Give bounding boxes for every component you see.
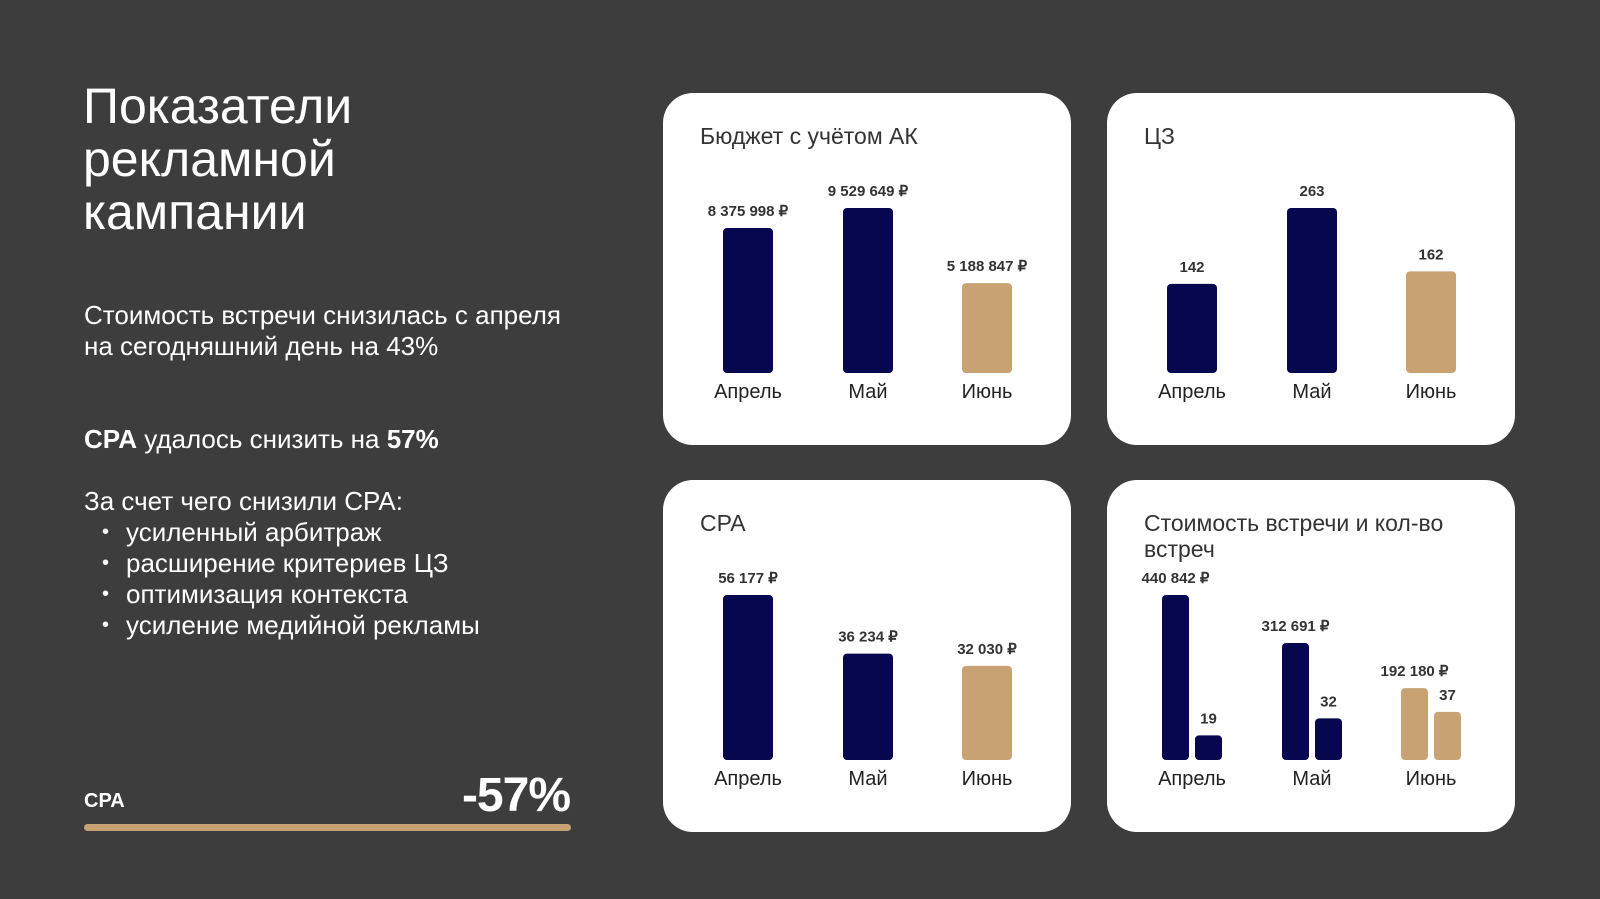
data-label: 32 030 ₽ (957, 641, 1017, 658)
bar (1162, 595, 1189, 760)
category-label: Май (848, 768, 887, 790)
data-label: 19 (1200, 710, 1217, 727)
data-label: 37 (1439, 687, 1456, 704)
reasons-block: За счет чего снизили CPA: • усиленный арб… (84, 486, 584, 641)
category-label: Апрель (1158, 381, 1226, 403)
bar (1401, 688, 1428, 760)
reasons-list: • усиленный арбитраж • расширение критерие… (84, 517, 584, 641)
data-label: 9 529 649 ₽ (828, 183, 909, 200)
cpa-chart: 56 177 ₽ 36 234 ₽ 32 030 ₽ Апрель Май Июнь (714, 570, 1017, 790)
chart-title: Стоимость встречи и кол-во встреч (1144, 510, 1444, 562)
data-label: 36 234 ₽ (838, 629, 898, 646)
tz-chart: 142 263 162 Апрель Май Июнь (1158, 183, 1457, 403)
cpa-note-middle: удалось снизить на (136, 424, 387, 454)
category-label: Май (848, 381, 887, 403)
meetings-chart-card: Стоимость встречи и кол-во встреч 440 84… (1107, 480, 1515, 832)
category-label: Май (1292, 768, 1331, 790)
bullet-icon: • (102, 583, 110, 605)
chart-title: ЦЗ (1144, 123, 1175, 149)
cpa-note-value: 57% (386, 424, 439, 454)
reason-item: • усиление медийной рекламы (84, 610, 584, 641)
bar (962, 283, 1012, 373)
bar (723, 595, 773, 760)
bar (1287, 208, 1337, 373)
data-label: 440 842 ₽ (1142, 570, 1210, 587)
bar (1195, 735, 1222, 760)
kpi-label: CPA (84, 790, 125, 812)
tz-chart-card: ЦЗ 142 263 162 Апрель Май Июнь (1107, 93, 1515, 445)
category-label: Апрель (714, 381, 782, 403)
reasons-title: За счет чего снизили CPA: (84, 486, 403, 516)
reason-text: оптимизация контекста (126, 579, 408, 609)
category-label: Июнь (962, 381, 1013, 403)
data-label: 312 691 ₽ (1262, 618, 1330, 635)
reason-item: • усиленный арбитраж (84, 517, 584, 548)
reason-text: расширение критериев ЦЗ (126, 548, 449, 578)
bar (1315, 718, 1342, 760)
cpa-note: CPA удалось снизить на 57% (84, 424, 584, 455)
page-title: Показатели рекламной кампании (83, 78, 353, 240)
data-label: 8 375 998 ₽ (708, 203, 789, 220)
bar (843, 653, 893, 760)
bullet-icon: • (102, 614, 110, 636)
bar (1434, 711, 1461, 760)
bar (1282, 642, 1309, 760)
bullet-icon: • (102, 521, 110, 543)
bar (843, 208, 893, 373)
reason-item: • расширение критериев ЦЗ (84, 548, 584, 579)
kpi-value: -57% (461, 769, 571, 822)
category-label: Май (1292, 381, 1331, 403)
chart-title: Бюджет с учётом АК (700, 123, 918, 149)
bullet-icon: • (102, 552, 110, 574)
data-label: 263 (1299, 183, 1324, 200)
budget-chart: 8 375 998 ₽ 9 529 649 ₽ 5 188 847 ₽ Апрель М… (708, 183, 1028, 403)
bar (962, 665, 1012, 760)
category-label: Июнь (1406, 381, 1457, 403)
kpi-bar (84, 824, 571, 831)
meetings-chart: 440 842 ₽ 312 691 ₽ 192 180 ₽ 19 32 37 Апрель М… (1142, 570, 1461, 790)
data-label: 192 180 ₽ (1381, 663, 1449, 680)
cpa-note-prefix: CPA (84, 424, 137, 454)
bar (723, 227, 773, 373)
data-label: 56 177 ₽ (718, 570, 778, 587)
bar (1167, 283, 1217, 373)
reason-item: • оптимизация контекста (84, 579, 584, 610)
data-label: 5 188 847 ₽ (947, 258, 1028, 275)
data-label: 162 (1418, 246, 1443, 263)
category-label: Июнь (1406, 768, 1457, 790)
bar (1406, 271, 1456, 373)
meeting-cost-summary: Стоимость встречи снизилась с апреля на … (84, 300, 561, 361)
cpa-chart-card: CPA 56 177 ₽ 36 234 ₽ 32 030 ₽ Апрель Май Июн… (663, 480, 1071, 832)
category-label: Июнь (962, 768, 1013, 790)
category-label: Апрель (714, 768, 782, 790)
data-label: 142 (1179, 259, 1204, 276)
reason-text: усиление медийной рекламы (126, 610, 480, 640)
budget-chart-card: Бюджет с учётом АК 8 375 998 ₽ 9 529 649 … (663, 93, 1071, 445)
reason-text: усиленный арбитраж (126, 517, 382, 547)
data-label: 32 (1320, 693, 1337, 710)
category-label: Апрель (1158, 768, 1226, 790)
chart-title: CPA (700, 510, 746, 536)
